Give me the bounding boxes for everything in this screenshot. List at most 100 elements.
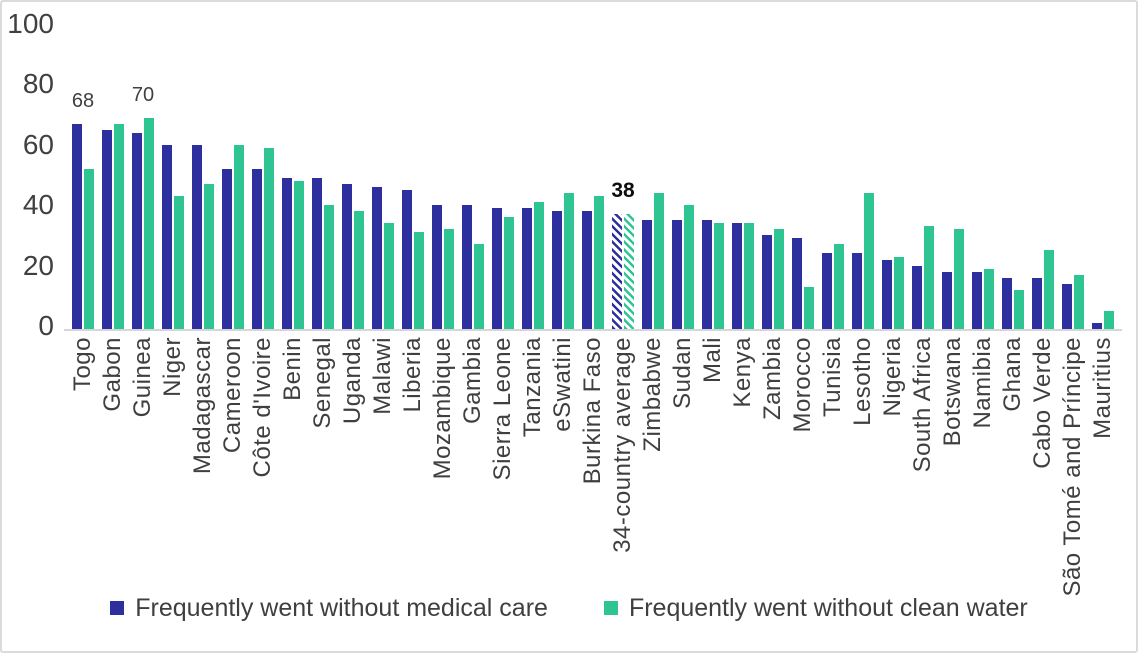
bar-group-liberia: Liberia bbox=[398, 27, 428, 413]
bar-group-togo: Togo 68 bbox=[68, 27, 98, 391]
bar-togo-clean-water bbox=[84, 169, 94, 329]
x-axis-label-togo: Togo bbox=[69, 337, 96, 392]
y-tick-60: 60 bbox=[22, 128, 54, 160]
bar-group-ghana: Ghana bbox=[998, 27, 1028, 412]
bar-mauritius-medical-care bbox=[1092, 323, 1102, 329]
bar-34-country-average-clean-water bbox=[624, 214, 634, 329]
bar-mozambique-medical-care bbox=[432, 205, 442, 329]
x-axis-label-guinea: Guinea bbox=[129, 337, 156, 418]
x-axis-label-senegal: Senegal bbox=[309, 337, 336, 429]
x-axis-label-uganda: Uganda bbox=[339, 337, 366, 425]
x-axis-label-morocco: Morocco bbox=[789, 337, 816, 433]
bar-nigeria-medical-care bbox=[882, 260, 892, 329]
bar-group-lesotho: Lesotho bbox=[848, 27, 878, 426]
bar-group-mauritius: Mauritius bbox=[1088, 27, 1118, 439]
x-axis-label-mozambique: Mozambique bbox=[429, 337, 456, 480]
bar-mozambique-clean-water bbox=[444, 229, 454, 329]
x-axis-label-liberia: Liberia bbox=[399, 337, 426, 413]
legend-swatch-clean-water bbox=[603, 601, 618, 615]
x-axis-label-cameroon: Cameroon bbox=[219, 337, 246, 454]
y-tick-100: 100 bbox=[7, 8, 54, 39]
bar-group-sudan: Sudan bbox=[668, 27, 698, 409]
bar-group-eswatini: eSwatini bbox=[548, 27, 578, 432]
x-axis-label-mali: Mali bbox=[699, 337, 726, 384]
x-axis-label-s-o-tom-and-pr-ncipe: São Tomé and Príncipe bbox=[1059, 337, 1086, 597]
legend: Frequently went without medical care Freq… bbox=[2, 594, 1136, 622]
x-axis-label-sudan: Sudan bbox=[669, 337, 696, 409]
bar-eswatini-clean-water bbox=[564, 193, 574, 329]
bar-south-africa-medical-care bbox=[912, 266, 922, 329]
bar-group-morocco: Morocco bbox=[788, 27, 818, 433]
bar-zimbabwe-medical-care bbox=[642, 220, 652, 329]
x-axis-label-malawi: Malawi bbox=[369, 337, 396, 415]
x-axis-label-tanzania: Tanzania bbox=[519, 337, 546, 438]
bar-kenya-medical-care bbox=[732, 223, 742, 329]
bar-madagascar-medical-care bbox=[192, 145, 202, 329]
bar-group-cameroon: Cameroon bbox=[218, 27, 248, 453]
x-axis-label-zimbabwe: Zimbabwe bbox=[639, 337, 666, 452]
bar-morocco-clean-water bbox=[804, 287, 814, 329]
bar-zambia-clean-water bbox=[774, 229, 784, 329]
bar-malawi-clean-water bbox=[384, 223, 394, 329]
bar-botswana-clean-water bbox=[954, 229, 964, 329]
x-axis-label-34-country-average: 34-country average bbox=[609, 337, 636, 553]
x-axis-label-sierra-leone: Sierra Leone bbox=[489, 337, 516, 481]
bar-group-s-o-tom-and-pr-ncipe: São Tomé and Príncipe bbox=[1058, 27, 1088, 597]
data-label-34-country-average: 38 bbox=[611, 179, 635, 203]
y-tick-80: 80 bbox=[22, 68, 54, 100]
x-axis-label-burkina-faso: Burkina Faso bbox=[579, 337, 606, 485]
bar-group-c-te-d-ivoire: Côte d'Ivoire bbox=[248, 27, 278, 477]
x-axis-label-namibia: Namibia bbox=[969, 337, 996, 429]
bar-group-cabo-verde: Cabo Verde bbox=[1028, 27, 1058, 469]
x-axis-label-kenya: Kenya bbox=[729, 337, 756, 408]
bar-ghana-clean-water bbox=[1014, 290, 1024, 329]
x-axis-label-botswana: Botswana bbox=[939, 337, 966, 447]
bar-gabon-medical-care bbox=[102, 130, 112, 329]
bar-guinea-medical-care bbox=[132, 133, 142, 329]
legend-item-medical-care: Frequently went without medical care bbox=[110, 594, 548, 622]
bar-liberia-medical-care bbox=[402, 190, 412, 329]
bar-kenya-clean-water bbox=[744, 223, 754, 329]
bar-group-tunisia: Tunisia bbox=[818, 27, 848, 417]
bar-senegal-medical-care bbox=[312, 178, 322, 329]
bar-gambia-clean-water bbox=[474, 244, 484, 329]
bar-s-o-tom-and-pr-ncipe-medical-care bbox=[1062, 284, 1072, 329]
x-axis-label-niger: Niger bbox=[159, 337, 186, 397]
bar-uganda-clean-water bbox=[354, 211, 364, 329]
bar-group-guinea: Guinea 70 bbox=[128, 27, 158, 418]
bar-sudan-medical-care bbox=[672, 220, 682, 329]
x-axis-line bbox=[64, 329, 1122, 331]
x-axis-label-benin: Benin bbox=[279, 337, 306, 401]
bar-tunisia-clean-water bbox=[834, 244, 844, 329]
bar-mauritius-clean-water bbox=[1104, 311, 1114, 329]
bar-group-uganda: Uganda bbox=[338, 27, 368, 424]
y-tick-0: 0 bbox=[38, 310, 54, 341]
bar-lesotho-clean-water bbox=[864, 193, 874, 329]
bar-34-country-average-medical-care bbox=[612, 214, 622, 329]
bar-cameroon-clean-water bbox=[234, 145, 244, 329]
y-tick-40: 40 bbox=[22, 189, 54, 221]
bar-group-gambia: Gambia bbox=[458, 27, 488, 424]
bar-mali-clean-water bbox=[714, 223, 724, 329]
bar-cameroon-medical-care bbox=[222, 169, 232, 329]
bar-group-zambia: Zambia bbox=[758, 27, 788, 420]
bar-zambia-medical-care bbox=[762, 235, 772, 329]
bar-burkina-faso-clean-water bbox=[594, 196, 604, 329]
bar-ghana-medical-care bbox=[1002, 278, 1012, 329]
bar-nigeria-clean-water bbox=[894, 257, 904, 329]
x-axis-label-south-africa: South Africa bbox=[909, 337, 936, 473]
bar-uganda-medical-care bbox=[342, 184, 352, 329]
bar-group-tanzania: Tanzania bbox=[518, 27, 548, 437]
bar-s-o-tom-and-pr-ncipe-clean-water bbox=[1074, 275, 1084, 329]
bar-sudan-clean-water bbox=[684, 205, 694, 329]
x-axis-label-cabo-verde: Cabo Verde bbox=[1029, 337, 1056, 469]
x-axis-label-zambia: Zambia bbox=[759, 337, 786, 421]
bar-group-namibia: Namibia bbox=[968, 27, 998, 429]
bar-group-sierra-leone: Sierra Leone bbox=[488, 27, 518, 480]
legend-label-clean-water: Frequently went without clean water bbox=[628, 594, 1028, 622]
bar-group-benin: Benin bbox=[278, 27, 308, 401]
bar-botswana-medical-care bbox=[942, 272, 952, 329]
x-axis-label-lesotho: Lesotho bbox=[849, 337, 876, 426]
bar-zimbabwe-clean-water bbox=[654, 193, 664, 329]
